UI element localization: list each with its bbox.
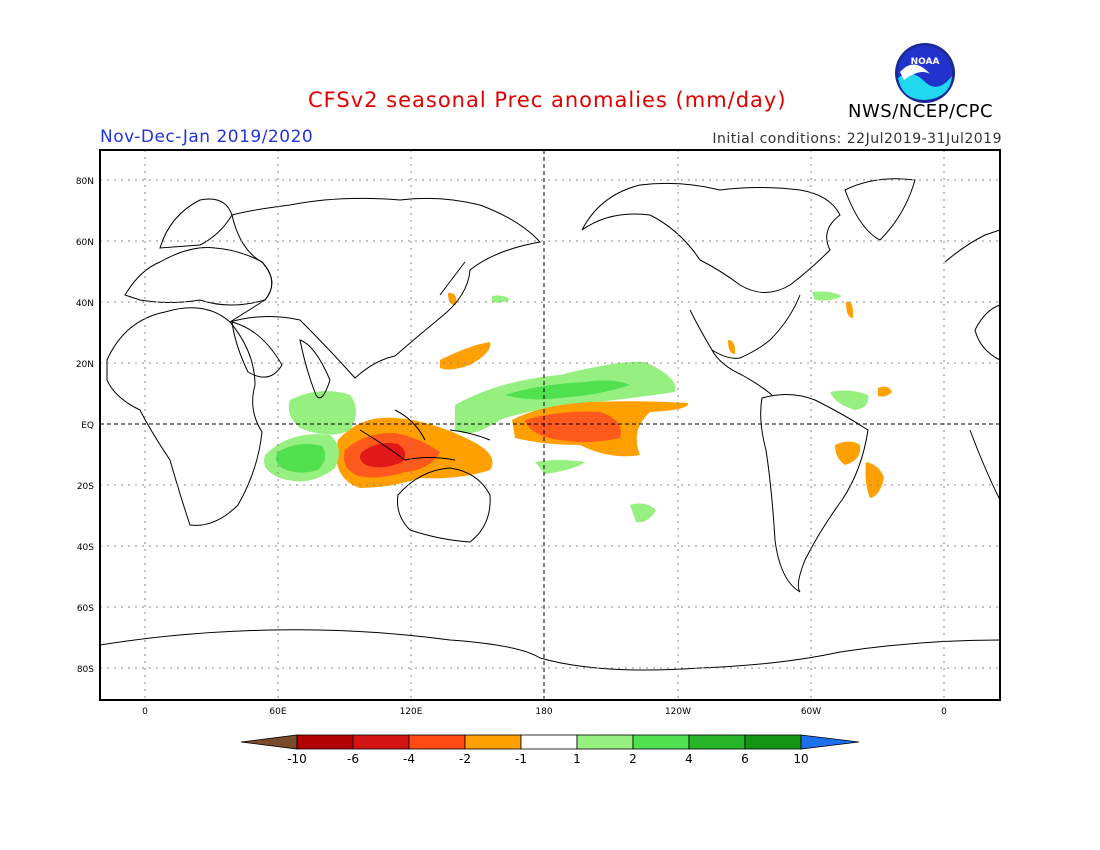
colorbar-arrow-left xyxy=(240,734,298,750)
colorbar-swatch xyxy=(576,734,634,750)
lat-label: 80S xyxy=(77,665,94,675)
anomaly-dry-weak xyxy=(835,441,861,465)
colorbar: -10 -6 -4 -2 -1 1 2 4 6 10 xyxy=(240,734,860,766)
anomaly-dry-moderate xyxy=(525,411,621,443)
anomaly-wet-weak xyxy=(812,291,842,301)
anomaly-fields xyxy=(264,291,892,523)
colorbar-label: -4 xyxy=(403,752,415,766)
lat-label: 60S xyxy=(77,604,94,614)
colorbar-swatch xyxy=(520,734,578,750)
anomaly-dry-weak xyxy=(728,340,736,354)
lon-label: 120W xyxy=(665,707,691,717)
lat-label: 60N xyxy=(76,238,94,248)
initial-conditions-label: Initial conditions: 22Jul2019-31Jul2019 xyxy=(712,131,1002,147)
anomaly-dry-weak xyxy=(865,462,884,498)
colorbar-swatch xyxy=(464,734,522,750)
reference-lines xyxy=(100,150,1000,700)
anomaly-dry-strong xyxy=(360,443,406,468)
lat-label: 80N xyxy=(76,177,94,187)
anomaly-dry-weak xyxy=(846,301,854,318)
lon-label: 60W xyxy=(801,707,821,717)
gridlines xyxy=(100,150,1000,700)
lon-label: 0 xyxy=(941,707,947,717)
anomaly-wet-weak xyxy=(830,390,869,410)
colorbar-swatch xyxy=(632,734,690,750)
colorbar-label: -2 xyxy=(459,752,471,766)
colorbar-label: -10 xyxy=(287,752,307,766)
colorbar-label: 1 xyxy=(573,752,581,766)
anomaly-dry-weak xyxy=(878,386,892,397)
colorbar-swatch xyxy=(408,734,466,750)
lon-label: 120E xyxy=(400,707,423,717)
lat-label: 20N xyxy=(76,360,94,370)
lat-label: 40N xyxy=(76,299,94,309)
chart-title: CFSv2 seasonal Prec anomalies (mm/day) xyxy=(308,88,787,112)
colorbar-swatch xyxy=(744,734,802,750)
colorbar-label: 6 xyxy=(741,752,749,766)
lat-label: 40S xyxy=(77,543,94,553)
colorbar-arrow-right xyxy=(800,734,860,750)
anomaly-wet-weak xyxy=(535,460,585,474)
coastlines xyxy=(99,178,1001,671)
lon-label: 0 xyxy=(142,707,148,717)
anomaly-wet-strong xyxy=(275,444,326,473)
anomaly-dry-weak xyxy=(440,342,491,370)
colorbar-label: -1 xyxy=(515,752,527,766)
logo-text: NOAA xyxy=(911,57,940,67)
lon-label: 60E xyxy=(269,707,286,717)
anomaly-wet-moderate xyxy=(505,380,630,400)
noaa-logo-icon: NOAA xyxy=(895,43,955,103)
anomaly-wet-weak xyxy=(492,295,510,303)
lat-label: EQ xyxy=(81,421,94,431)
colorbar-swatch xyxy=(688,734,746,750)
colorbar-swatch xyxy=(296,734,354,750)
colorbar-label: 2 xyxy=(629,752,637,766)
lon-label: 180 xyxy=(535,707,552,717)
map-frame xyxy=(99,149,1001,701)
colorbar-label: 10 xyxy=(793,752,808,766)
lat-label: 20S xyxy=(77,482,94,492)
colorbar-label: 4 xyxy=(685,752,693,766)
period-label: Nov-Dec-Jan 2019/2020 xyxy=(100,127,314,147)
colorbar-label: -6 xyxy=(347,752,359,766)
agency-label: NWS/NCEP/CPC xyxy=(848,101,994,122)
anomaly-wet-weak xyxy=(288,391,356,435)
colorbar-swatch xyxy=(352,734,410,750)
anomaly-wet-weak xyxy=(630,503,656,523)
